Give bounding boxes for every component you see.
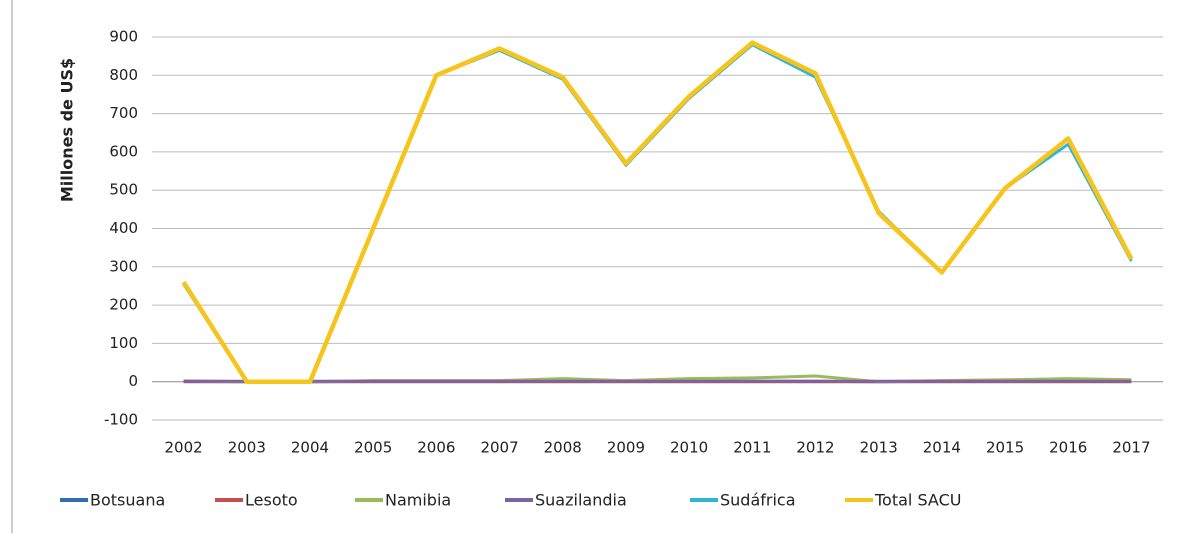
y-tick-label: 0	[128, 372, 138, 390]
x-tick-label: 2010	[670, 439, 708, 457]
x-tick-label: 2005	[354, 439, 392, 457]
x-tick-label: 2008	[544, 439, 582, 457]
x-tick-label: 2004	[291, 439, 329, 457]
x-tick-label: 2007	[480, 439, 518, 457]
x-tick-label: 2017	[1112, 439, 1150, 457]
series-line	[184, 43, 1132, 382]
x-tick-label: 2009	[607, 439, 645, 457]
y-tick-label: 200	[109, 296, 138, 314]
y-tick-label: 400	[109, 219, 138, 237]
x-tick-label: 2015	[986, 439, 1024, 457]
y-tick-label: 900	[109, 28, 138, 46]
x-tick-label: 2002	[165, 439, 203, 457]
x-tick-label: 2011	[733, 439, 771, 457]
legend-label: Suazilandia	[535, 491, 627, 510]
x-tick-label: 2013	[860, 439, 898, 457]
x-tick-label: 2012	[796, 439, 834, 457]
y-tick-label: 600	[109, 142, 138, 160]
legend-label: Botsuana	[90, 491, 165, 510]
x-tick-label: 2003	[228, 439, 266, 457]
y-tick-label: 800	[109, 66, 138, 84]
y-tick-label: 300	[109, 257, 138, 275]
x-tick-label: 2006	[417, 439, 455, 457]
legend-label: Total SACU	[874, 491, 961, 510]
y-tick-label: 500	[109, 181, 138, 199]
legend-label: Sudáfrica	[720, 491, 796, 510]
y-tick-label: 100	[109, 334, 138, 352]
x-tick-label: 2014	[923, 439, 961, 457]
y-axis-label: Millones de US$	[58, 58, 77, 202]
y-tick-label: -100	[104, 411, 138, 429]
series-line	[184, 45, 1132, 382]
y-tick-label: 700	[109, 104, 138, 122]
x-tick-label: 2016	[1049, 439, 1087, 457]
legend-label: Lesoto	[245, 491, 298, 510]
legend-label: Namibia	[385, 491, 451, 510]
